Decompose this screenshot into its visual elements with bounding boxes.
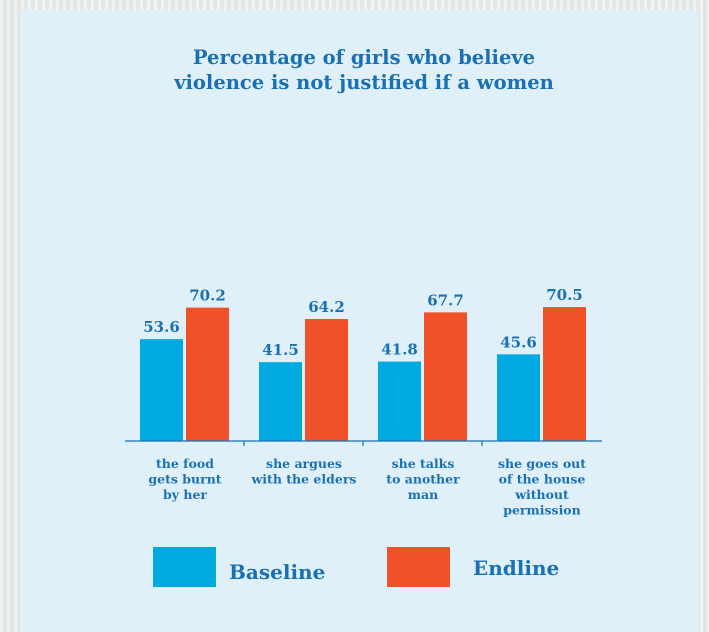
x-axis: [125, 440, 602, 446]
bar-endline-2: [424, 312, 467, 441]
category-label: permission: [503, 503, 581, 518]
legend-label-baseline: Baseline: [229, 560, 325, 584]
legend-swatch-baseline: [153, 547, 216, 587]
data-label: 41.5: [262, 341, 299, 359]
bar-baseline-1: [259, 362, 302, 441]
data-label: 70.2: [189, 287, 226, 305]
data-label: 41.8: [381, 341, 418, 359]
data-label: 70.5: [546, 286, 583, 304]
legend: Baseline Endline: [153, 547, 559, 587]
category-label: to another: [386, 472, 460, 487]
legend-swatch-endline: [387, 547, 450, 587]
bar-endline-3: [543, 307, 586, 441]
bar-baseline-3: [497, 354, 540, 441]
category-label: gets burnt: [148, 472, 221, 487]
chart-title-line: violence is not justified if a women: [173, 71, 554, 94]
category-label: without: [514, 487, 569, 502]
category-label: the food: [156, 456, 214, 471]
data-label: 67.7: [427, 291, 464, 309]
bar-baseline-0: [140, 339, 183, 441]
category-label: she argues: [266, 456, 342, 471]
category-label: man: [408, 487, 438, 502]
category-label: she talks: [392, 456, 455, 471]
data-label: 53.6: [143, 318, 180, 336]
bar-endline-1: [305, 319, 348, 441]
category-label: by her: [163, 487, 207, 502]
category-label: of the house: [499, 472, 586, 487]
category-label: with the elders: [251, 472, 357, 487]
chart-title: Percentage of girls who believeviolence …: [173, 46, 554, 94]
chart-title-line: Percentage of girls who believe: [193, 46, 535, 69]
data-label: 64.2: [308, 298, 345, 316]
bars: 53.6 41.5 41.8 45.6 70.2 64.2 67.7 70.5: [140, 286, 586, 441]
category-label: she goes out: [498, 456, 586, 471]
data-label: 45.6: [500, 333, 537, 351]
bar-endline-0: [186, 307, 229, 441]
legend-label-endline: Endline: [473, 556, 559, 580]
bar-baseline-2: [378, 361, 421, 441]
